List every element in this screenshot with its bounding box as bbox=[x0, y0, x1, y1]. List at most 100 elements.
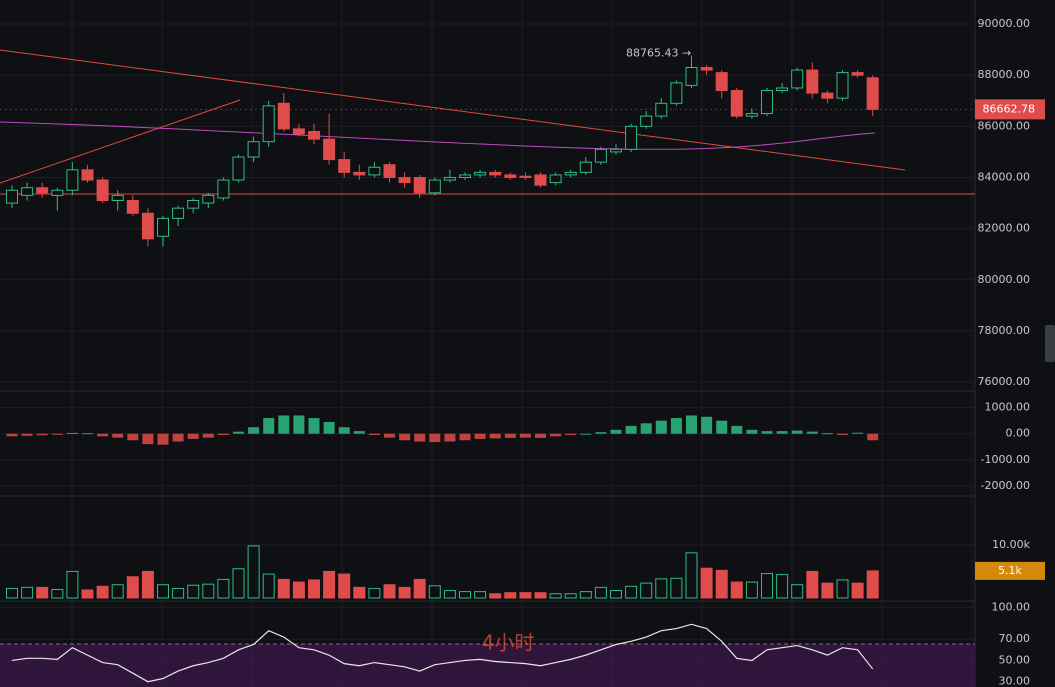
macd-bar bbox=[565, 433, 577, 436]
volume-bar bbox=[21, 586, 34, 599]
last-volume-box bbox=[975, 561, 1045, 580]
candle-body bbox=[126, 199, 139, 214]
y-tick-label: -2000.00 bbox=[981, 479, 1030, 492]
candle-body bbox=[655, 102, 668, 117]
high-annotation: 88765.43 → bbox=[626, 47, 691, 60]
volume-bar bbox=[338, 573, 351, 599]
macd-bar bbox=[384, 433, 395, 438]
candle-body bbox=[368, 166, 381, 176]
macd-bar bbox=[233, 431, 244, 434]
volume-bar bbox=[353, 586, 366, 599]
macd-bar bbox=[821, 433, 833, 435]
macd-bar bbox=[746, 429, 758, 434]
macd-bar bbox=[21, 433, 33, 436]
macd-bar bbox=[82, 433, 93, 435]
volume-bar bbox=[489, 593, 502, 599]
macd-bar bbox=[157, 433, 169, 445]
y-tick-label: 50.00 bbox=[999, 653, 1031, 666]
candle-body bbox=[36, 187, 49, 194]
scroll-handle[interactable] bbox=[1045, 325, 1055, 362]
candle-body bbox=[383, 164, 396, 178]
volume-bar bbox=[459, 591, 471, 599]
volume-bar bbox=[36, 586, 49, 599]
y-tick-label: 10.00k bbox=[992, 538, 1030, 551]
macd-bar bbox=[701, 416, 713, 434]
macd-bar bbox=[368, 433, 380, 436]
macd-bar bbox=[504, 433, 516, 438]
candle-body bbox=[338, 159, 351, 173]
volume-bar bbox=[428, 585, 441, 599]
macd-bar bbox=[36, 433, 48, 436]
candle-body bbox=[685, 67, 698, 86]
volume-bar bbox=[504, 592, 517, 599]
volume-bar bbox=[111, 584, 124, 599]
volume-bar bbox=[232, 568, 245, 599]
volume-bar bbox=[610, 590, 622, 599]
volume-bar bbox=[564, 593, 577, 599]
last-volume-label: 5.1k bbox=[998, 564, 1022, 577]
volume-bar bbox=[398, 586, 411, 599]
volume-bar bbox=[51, 588, 64, 599]
macd-bar bbox=[308, 418, 320, 434]
candle-body bbox=[519, 175, 532, 178]
candle-body bbox=[217, 179, 230, 199]
volume-bar bbox=[202, 583, 215, 599]
y-tick-label: 82000.00 bbox=[978, 222, 1031, 235]
y-tick-label: 86000.00 bbox=[978, 119, 1031, 132]
y-tick-label: 1000.00 bbox=[985, 401, 1031, 414]
candle-body bbox=[308, 130, 320, 140]
volume-bar bbox=[96, 585, 109, 599]
volume-bar bbox=[806, 570, 819, 599]
candle-body bbox=[474, 171, 487, 176]
candle-body bbox=[866, 77, 879, 110]
macd-bar bbox=[338, 427, 350, 434]
volume-bar bbox=[745, 581, 758, 599]
candle-body bbox=[187, 199, 200, 209]
candle-body bbox=[6, 189, 18, 204]
macd-bar bbox=[66, 432, 78, 434]
candle-body bbox=[625, 125, 638, 150]
volume-bar bbox=[579, 591, 592, 599]
candle-body bbox=[111, 194, 124, 201]
volume-bar bbox=[277, 578, 290, 599]
candle-body bbox=[730, 90, 743, 117]
candle-body bbox=[640, 115, 653, 127]
macd-bar bbox=[837, 433, 848, 436]
volume-bar bbox=[66, 570, 79, 599]
watermark: 4小时 bbox=[482, 631, 535, 655]
volume-bar bbox=[126, 576, 139, 599]
macd-bar bbox=[142, 433, 154, 445]
candle-body bbox=[157, 217, 169, 237]
candle-body bbox=[21, 187, 34, 196]
volume-bar bbox=[761, 573, 773, 599]
macd-bar bbox=[51, 433, 63, 435]
volume-bar bbox=[685, 552, 698, 599]
volume-bar bbox=[791, 584, 804, 599]
y-tick-label: 76000.00 bbox=[978, 375, 1031, 388]
volume-bar bbox=[866, 570, 879, 599]
volume-bar bbox=[383, 584, 396, 599]
candle-body bbox=[534, 174, 547, 186]
candle-body bbox=[459, 174, 471, 178]
volume-bar bbox=[443, 590, 456, 599]
candle-body bbox=[247, 141, 260, 158]
macd-bar bbox=[112, 433, 124, 438]
macd-bar bbox=[867, 433, 879, 441]
macd-bar bbox=[716, 420, 728, 434]
candle-body bbox=[81, 169, 94, 181]
long-average bbox=[0, 121, 876, 150]
macd-bar bbox=[293, 415, 305, 434]
macd-bar bbox=[217, 433, 229, 436]
volume-bar bbox=[655, 578, 668, 599]
macd-bar bbox=[550, 433, 562, 437]
volume-bar bbox=[519, 592, 532, 599]
y-tick-label: 70.00 bbox=[999, 632, 1031, 645]
macd-bar bbox=[187, 433, 199, 439]
candle-body bbox=[353, 171, 366, 176]
volume-bar bbox=[187, 584, 200, 599]
macd-bar bbox=[595, 432, 607, 434]
macd-bar bbox=[761, 431, 773, 434]
macd-bar bbox=[429, 433, 441, 443]
